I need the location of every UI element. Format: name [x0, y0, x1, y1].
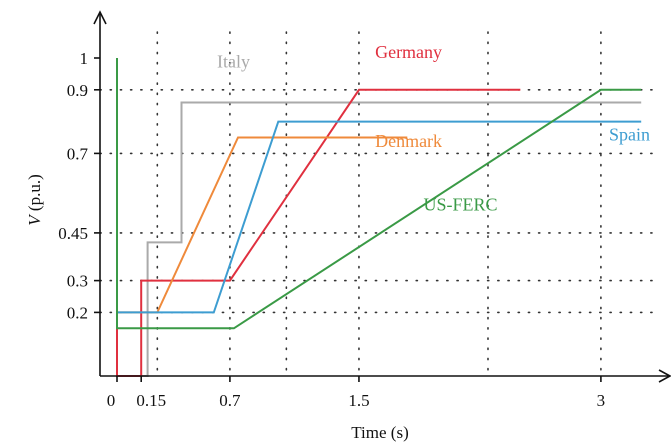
series-label-denmark: Denmark [375, 131, 442, 151]
series-line-us-ferc [116, 58, 642, 330]
x-axis-arrow [658, 369, 671, 383]
tick-labels: 1 0.9 0.7 0.45 0.3 0.2 0 0.15 0.7 1.5 3 [58, 49, 605, 410]
series-line-spain [116, 58, 642, 314]
x-tick-label: 0.7 [219, 391, 241, 410]
y-axis-title-symbol: V [25, 213, 44, 226]
axes [93, 10, 671, 383]
y-tick-label: 0.2 [67, 303, 88, 322]
y-tick-label: 0.45 [58, 224, 88, 243]
series-labels: Italy Germany Denmark Spain US-FERC [217, 42, 650, 215]
y-axis-arrow [93, 10, 107, 25]
x-tick-label: 1.5 [348, 391, 369, 410]
y-tick-label: 1 [80, 49, 89, 68]
series-label-germany: Germany [375, 42, 442, 62]
series-label-us-ferc: US-FERC [423, 195, 497, 215]
x-axis-title: Time (s) [351, 423, 408, 442]
x-tick-label: 0 [107, 391, 116, 410]
x-tick-label: 3 [597, 391, 606, 410]
series-label-spain: Spain [609, 125, 650, 145]
y-axis-title-unit: (p.u.) [25, 174, 44, 215]
y-tick-label: 0.3 [67, 272, 88, 291]
series-layer [116, 58, 642, 377]
y-tick-label: 0.7 [67, 144, 89, 163]
y-axis-title: V (p.u.) [25, 174, 44, 225]
y-tick-label: 0.9 [67, 81, 88, 100]
grid [99, 31, 660, 377]
series-line-denmark [116, 58, 408, 314]
x-tick-label: 0.15 [136, 391, 166, 410]
series-label-italy: Italy [217, 52, 250, 72]
